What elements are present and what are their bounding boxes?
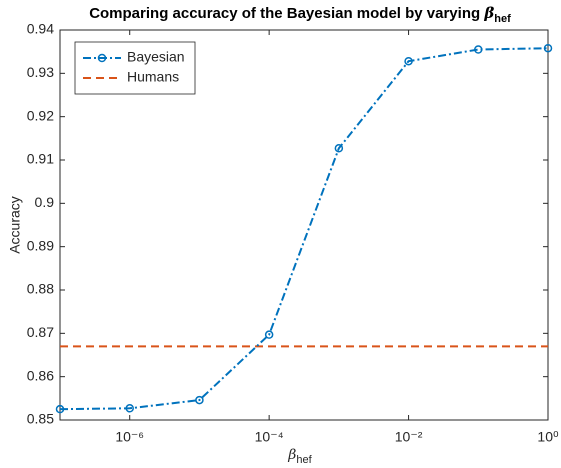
title-text: Comparing accuracy of the Bayesian model… — [89, 5, 480, 22]
plot-area — [59, 29, 549, 421]
y-tick-label: 0.92 — [27, 107, 54, 123]
y-tick-label: 0.87 — [27, 324, 54, 340]
marker — [334, 144, 344, 153]
marker — [543, 43, 553, 53]
x-label-subscript: hef — [296, 454, 312, 466]
marker — [474, 45, 483, 54]
x-tick-label: 10⁰ — [537, 429, 559, 445]
y-tick-label: 0.85 — [27, 411, 54, 427]
x-axis-label: βhef — [287, 447, 312, 466]
marker — [404, 56, 413, 66]
title-symbol: β — [483, 4, 494, 22]
marker — [125, 404, 134, 413]
y-tick-label: 0.93 — [27, 64, 54, 80]
y-tick-label: 0.94 — [27, 21, 54, 37]
x-tick-label: 10⁻² — [395, 429, 423, 445]
legend-label: Bayesian — [127, 49, 185, 65]
x-tick-label: 10⁻⁶ — [115, 429, 144, 445]
y-axis-label: Accuracy — [7, 196, 23, 254]
y-tick-label: 0.9 — [35, 194, 55, 210]
y-tick-label: 0.86 — [27, 367, 54, 383]
x-label-symbol: β — [287, 447, 296, 463]
y-tick-label: 0.88 — [27, 281, 54, 297]
chart-title: Comparing accuracy of the Bayesian model… — [89, 4, 511, 25]
legend-label: Humans — [127, 69, 179, 85]
x-tick-label: 10⁻⁴ — [255, 429, 284, 445]
marker — [55, 404, 65, 414]
series-line — [59, 47, 549, 411]
marker — [195, 395, 204, 405]
y-tick-label: 0.91 — [27, 151, 54, 167]
marker — [264, 330, 274, 339]
y-tick-label: 0.89 — [27, 237, 54, 253]
title-subscript: hef — [494, 13, 511, 25]
legend-box — [74, 41, 196, 95]
legend-marker — [97, 53, 107, 63]
